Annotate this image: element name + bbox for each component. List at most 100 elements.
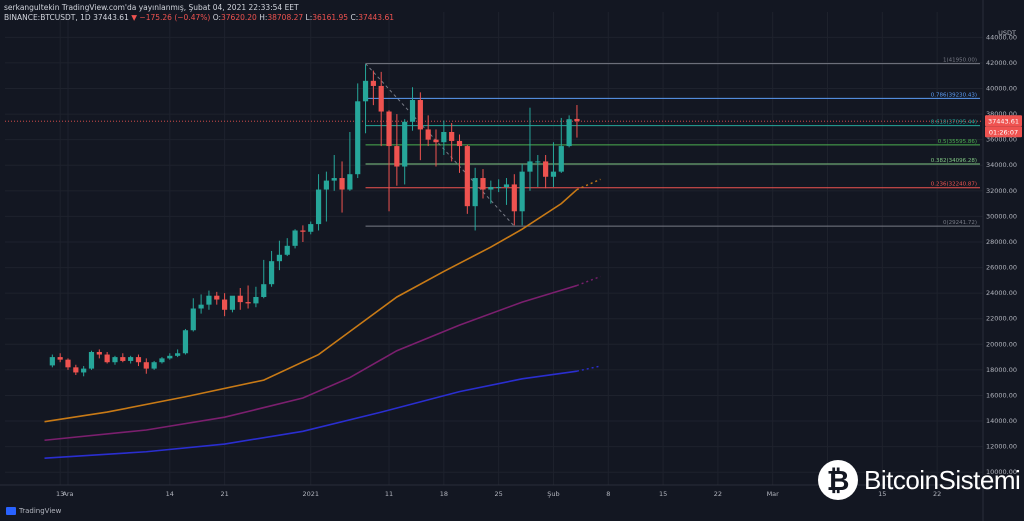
candle-body[interactable]: [206, 295, 212, 305]
candle-body[interactable]: [214, 295, 220, 300]
candle-body[interactable]: [81, 368, 87, 373]
last-price-tag: [985, 115, 1022, 127]
candle-body[interactable]: [276, 254, 283, 262]
candle-body[interactable]: [112, 357, 118, 363]
ema-line-orange: [44, 188, 578, 423]
fib-level-label: 0.382(34096.28): [931, 158, 977, 164]
candle-body[interactable]: [456, 140, 463, 147]
candle-body[interactable]: [245, 302, 251, 304]
candle-body[interactable]: [88, 351, 95, 369]
x-tick-label: 22: [933, 490, 941, 498]
countdown-tag-label: 01:26:07: [989, 129, 1018, 137]
candle-body[interactable]: [370, 80, 376, 86]
y-tick-label: 26000.00: [986, 264, 1017, 272]
candle-body[interactable]: [182, 330, 189, 354]
open-label: O:: [212, 13, 221, 22]
y-tick-label: 12000.00: [986, 443, 1017, 451]
tradingview-icon: [6, 507, 16, 515]
candle-body[interactable]: [284, 245, 290, 255]
candle-body[interactable]: [550, 171, 557, 177]
candle-body[interactable]: [198, 304, 204, 309]
x-tick-label: 2021: [302, 490, 319, 498]
x-tick-label: 15: [659, 490, 667, 498]
fib-level-label: 0.786(39230.43): [931, 92, 977, 98]
tradingview-logo[interactable]: TradingView: [6, 507, 61, 515]
candle-body[interactable]: [159, 358, 165, 363]
candle-body[interactable]: [402, 121, 408, 167]
candle-body[interactable]: [49, 357, 55, 366]
fib-level-label: 0.5(35595.86): [938, 139, 977, 145]
candle-body[interactable]: [503, 184, 510, 187]
candle-body[interactable]: [527, 161, 533, 172]
candle-body[interactable]: [409, 100, 416, 122]
x-tick-label: 18: [440, 490, 448, 498]
y-tick-label: 40000.00: [986, 85, 1017, 93]
y-tick-label: 34000.00: [986, 161, 1017, 169]
candle-body[interactable]: [543, 161, 549, 177]
candle-body[interactable]: [135, 357, 142, 363]
candle-body[interactable]: [261, 284, 267, 297]
candle-body[interactable]: [253, 296, 259, 304]
candle-body[interactable]: [268, 261, 275, 285]
candle-body[interactable]: [472, 178, 478, 207]
candle-body[interactable]: [315, 189, 322, 225]
candle-body[interactable]: [120, 357, 126, 361]
candle-body[interactable]: [566, 119, 572, 147]
y-tick-label: 16000.00: [986, 391, 1017, 399]
fib-level-label: 0(29241.72): [943, 220, 977, 226]
candle-body[interactable]: [449, 131, 455, 141]
candle-body[interactable]: [175, 353, 181, 356]
candle-body[interactable]: [292, 230, 298, 246]
bitcoinsistemi-watermark: ₿ BitcoinSistemi: [818, 460, 1021, 500]
candle-body[interactable]: [300, 230, 306, 232]
candle-body[interactable]: [73, 367, 79, 373]
candle-body[interactable]: [496, 186, 502, 188]
close-label: C:: [350, 13, 359, 22]
ema-line-purple: [44, 284, 578, 442]
candle-body[interactable]: [417, 100, 423, 130]
candle-body[interactable]: [308, 224, 314, 232]
x-tick-label: 22: [714, 490, 722, 498]
candle-body[interactable]: [378, 85, 384, 112]
candle-body[interactable]: [394, 146, 400, 167]
candle-body[interactable]: [488, 186, 494, 190]
countdown-tag: [985, 126, 1022, 138]
candle-body[interactable]: [331, 178, 337, 181]
candle-body[interactable]: [222, 299, 228, 310]
candle-body[interactable]: [229, 295, 236, 310]
candle-body[interactable]: [167, 355, 173, 359]
candle-body[interactable]: [323, 180, 329, 190]
candle-body[interactable]: [104, 354, 110, 363]
y-tick-label: 44000.00: [986, 33, 1017, 41]
candle-body[interactable]: [339, 178, 345, 190]
candle-body[interactable]: [574, 118, 580, 122]
close-value: 37443.61: [358, 13, 395, 22]
candle-body[interactable]: [558, 146, 564, 172]
candle-body[interactable]: [464, 146, 470, 207]
candle-body[interactable]: [96, 351, 102, 355]
candle-body[interactable]: [386, 111, 392, 147]
candle-body[interactable]: [57, 357, 63, 360]
candle-body[interactable]: [480, 178, 486, 190]
x-tick-label: 21: [220, 490, 228, 498]
candle-body[interactable]: [190, 308, 196, 331]
candle-body[interactable]: [425, 129, 431, 140]
y-tick-label: 42000.00: [986, 59, 1017, 67]
candle-body[interactable]: [347, 174, 353, 190]
candle-body[interactable]: [151, 362, 157, 369]
candle-body[interactable]: [535, 161, 541, 163]
candle-body[interactable]: [143, 362, 149, 369]
candle-body[interactable]: [433, 139, 439, 143]
symbol-label[interactable]: BINANCE:BTCUSDT, 1D: [4, 13, 91, 22]
candle-body[interactable]: [511, 184, 517, 212]
candle-body[interactable]: [355, 101, 361, 175]
y-tick-label: 22000.00: [986, 315, 1017, 323]
candle-body[interactable]: [519, 171, 525, 212]
high-value: 38708.27: [267, 13, 304, 22]
candle-body[interactable]: [65, 359, 71, 368]
candle-body[interactable]: [128, 357, 134, 361]
candle-body[interactable]: [237, 295, 243, 303]
candle-body[interactable]: [441, 131, 447, 143]
candle-body[interactable]: [362, 80, 369, 102]
